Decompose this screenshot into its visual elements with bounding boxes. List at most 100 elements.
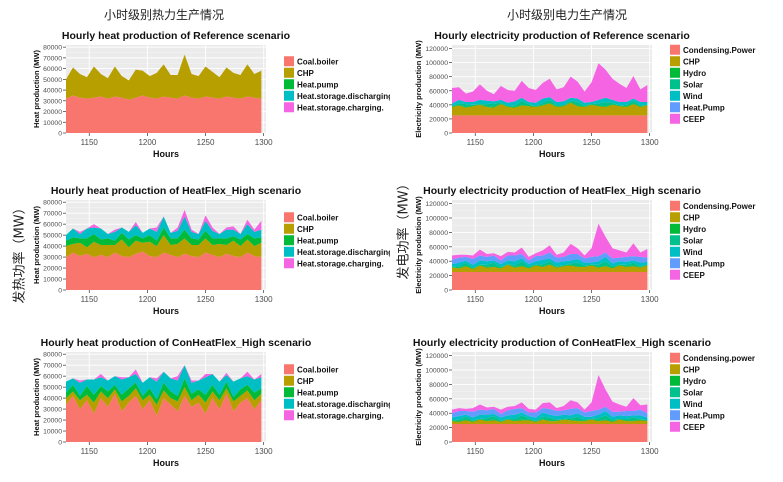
y-tick-label: 30000 (43, 407, 62, 414)
y-tick-label: 60000 (429, 244, 448, 251)
legend-label: Heat.pump (297, 236, 338, 245)
x-tick-label: 1150 (81, 447, 99, 456)
x-tick-label: 1250 (583, 138, 601, 147)
right-side-label: 发电功率（MW） (396, 177, 412, 280)
legend-label: CEEP (683, 115, 705, 124)
x-tick-label: 1250 (583, 295, 601, 304)
x-tick-label: 1200 (138, 295, 156, 304)
legend-label: CHP (683, 57, 701, 66)
chart-title: Hourly heat production of HeatFlex_High … (51, 185, 301, 197)
x-tick-label: 1200 (524, 295, 542, 304)
area-heat-pump (452, 406, 648, 418)
area-condensing-power (452, 272, 648, 290)
legend-label: Hydro (683, 225, 706, 234)
y-tick-label: 80000 (43, 45, 62, 52)
area-heat-storage-charging (66, 209, 262, 236)
chart-title: Hourly heat production of Reference scen… (62, 30, 290, 42)
area-solar (452, 99, 648, 107)
area-condensing-power (452, 424, 648, 442)
legend-swatch (670, 269, 680, 280)
x-tick-label: 1300 (255, 138, 273, 147)
area-coal-boiler (66, 95, 262, 133)
x-axis-label: Hours (153, 458, 179, 468)
y-tick-label: 0 (444, 131, 448, 138)
area-wind (452, 97, 648, 107)
legend-swatch (670, 375, 680, 386)
y-tick-label: 60000 (43, 374, 62, 381)
legend-swatch (670, 44, 680, 55)
legend-swatch (284, 258, 294, 269)
y-axis-label: Electricity production (MW) (414, 196, 423, 294)
legend-swatch (670, 223, 680, 234)
legend-label: Heat.storage.charging. (297, 103, 384, 112)
y-axis-label: Electricity production (MW) (414, 40, 423, 138)
y-tick-label: 20000 (429, 273, 448, 280)
y-tick-label: 40000 (429, 259, 448, 266)
area-heat-pump (452, 252, 648, 265)
y-axis-label: Heat production (MW) (32, 358, 41, 436)
chart-heat_chf: Hourly heat production of ConHeatFlex_Hi… (32, 337, 390, 468)
y-tick-label: 0 (444, 288, 448, 295)
y-tick-label: 70000 (43, 363, 62, 370)
area-chp (452, 264, 648, 272)
y-tick-label: 0 (444, 440, 448, 447)
legend-label: Heat.pump (297, 80, 338, 89)
x-tick-label: 1200 (524, 447, 542, 456)
y-axis-label: Heat production (MW) (32, 50, 41, 128)
y-tick-label: 60000 (43, 66, 62, 73)
legend-label: Wind (683, 248, 703, 257)
x-tick-label: 1200 (138, 138, 156, 147)
y-tick-label: 60000 (429, 396, 448, 403)
y-tick-label: 50000 (43, 233, 62, 240)
area-hydro (452, 264, 648, 270)
area-heat-pump (66, 227, 262, 248)
y-tick-label: 120000 (425, 353, 448, 360)
area-chp (452, 419, 648, 424)
y-tick-label: 40000 (429, 411, 448, 418)
legend-swatch (670, 421, 680, 432)
legend-swatch (284, 246, 294, 257)
legend-swatch (670, 352, 680, 363)
area-condensing-power (452, 115, 648, 133)
y-tick-label: 50000 (43, 385, 62, 392)
y-tick-label: 70000 (43, 211, 62, 218)
y-tick-label: 100000 (425, 60, 448, 67)
legend-swatch (670, 113, 680, 124)
legend-swatch (284, 90, 294, 101)
legend-label: Condensing.power (683, 354, 755, 363)
legend-label: Coal.boiler (297, 365, 338, 374)
area-ceep (452, 375, 648, 414)
legend-label: Condensing.Power (683, 202, 755, 211)
legend-swatch (284, 67, 294, 78)
chart-elec_chf: Hourly electricity production of ConHeat… (413, 337, 755, 468)
y-tick-label: 0 (58, 440, 62, 447)
x-tick-label: 1200 (138, 447, 156, 456)
legend-swatch (670, 56, 680, 67)
legend-swatch (284, 56, 294, 67)
legend-label: CHP (297, 225, 315, 234)
x-axis-label: Hours (539, 306, 565, 316)
legend-swatch (670, 90, 680, 101)
area-chp (66, 54, 262, 100)
legend-swatch (284, 410, 294, 421)
legend-label: Heat.storage.charging. (297, 259, 384, 268)
y-tick-label: 20000 (43, 109, 62, 116)
area-coal-boiler (66, 251, 262, 290)
legend-swatch (670, 364, 680, 375)
y-tick-label: 100000 (425, 216, 448, 223)
legend-swatch (284, 235, 294, 246)
area-heat-storage-discharging (66, 365, 262, 400)
y-tick-label: 0 (58, 131, 62, 138)
x-tick-label: 1250 (197, 138, 215, 147)
legend-label: CHP (297, 69, 315, 78)
y-tick-label: 80000 (43, 200, 62, 207)
y-tick-label: 30000 (43, 255, 62, 262)
y-tick-label: 40000 (43, 88, 62, 95)
y-tick-label: 20000 (429, 116, 448, 123)
x-tick-label: 1250 (583, 447, 601, 456)
legend-swatch (284, 223, 294, 234)
y-tick-label: 120000 (425, 201, 448, 208)
y-tick-label: 20000 (43, 266, 62, 273)
legend-label: Wind (683, 400, 703, 409)
legend-swatch (284, 79, 294, 90)
